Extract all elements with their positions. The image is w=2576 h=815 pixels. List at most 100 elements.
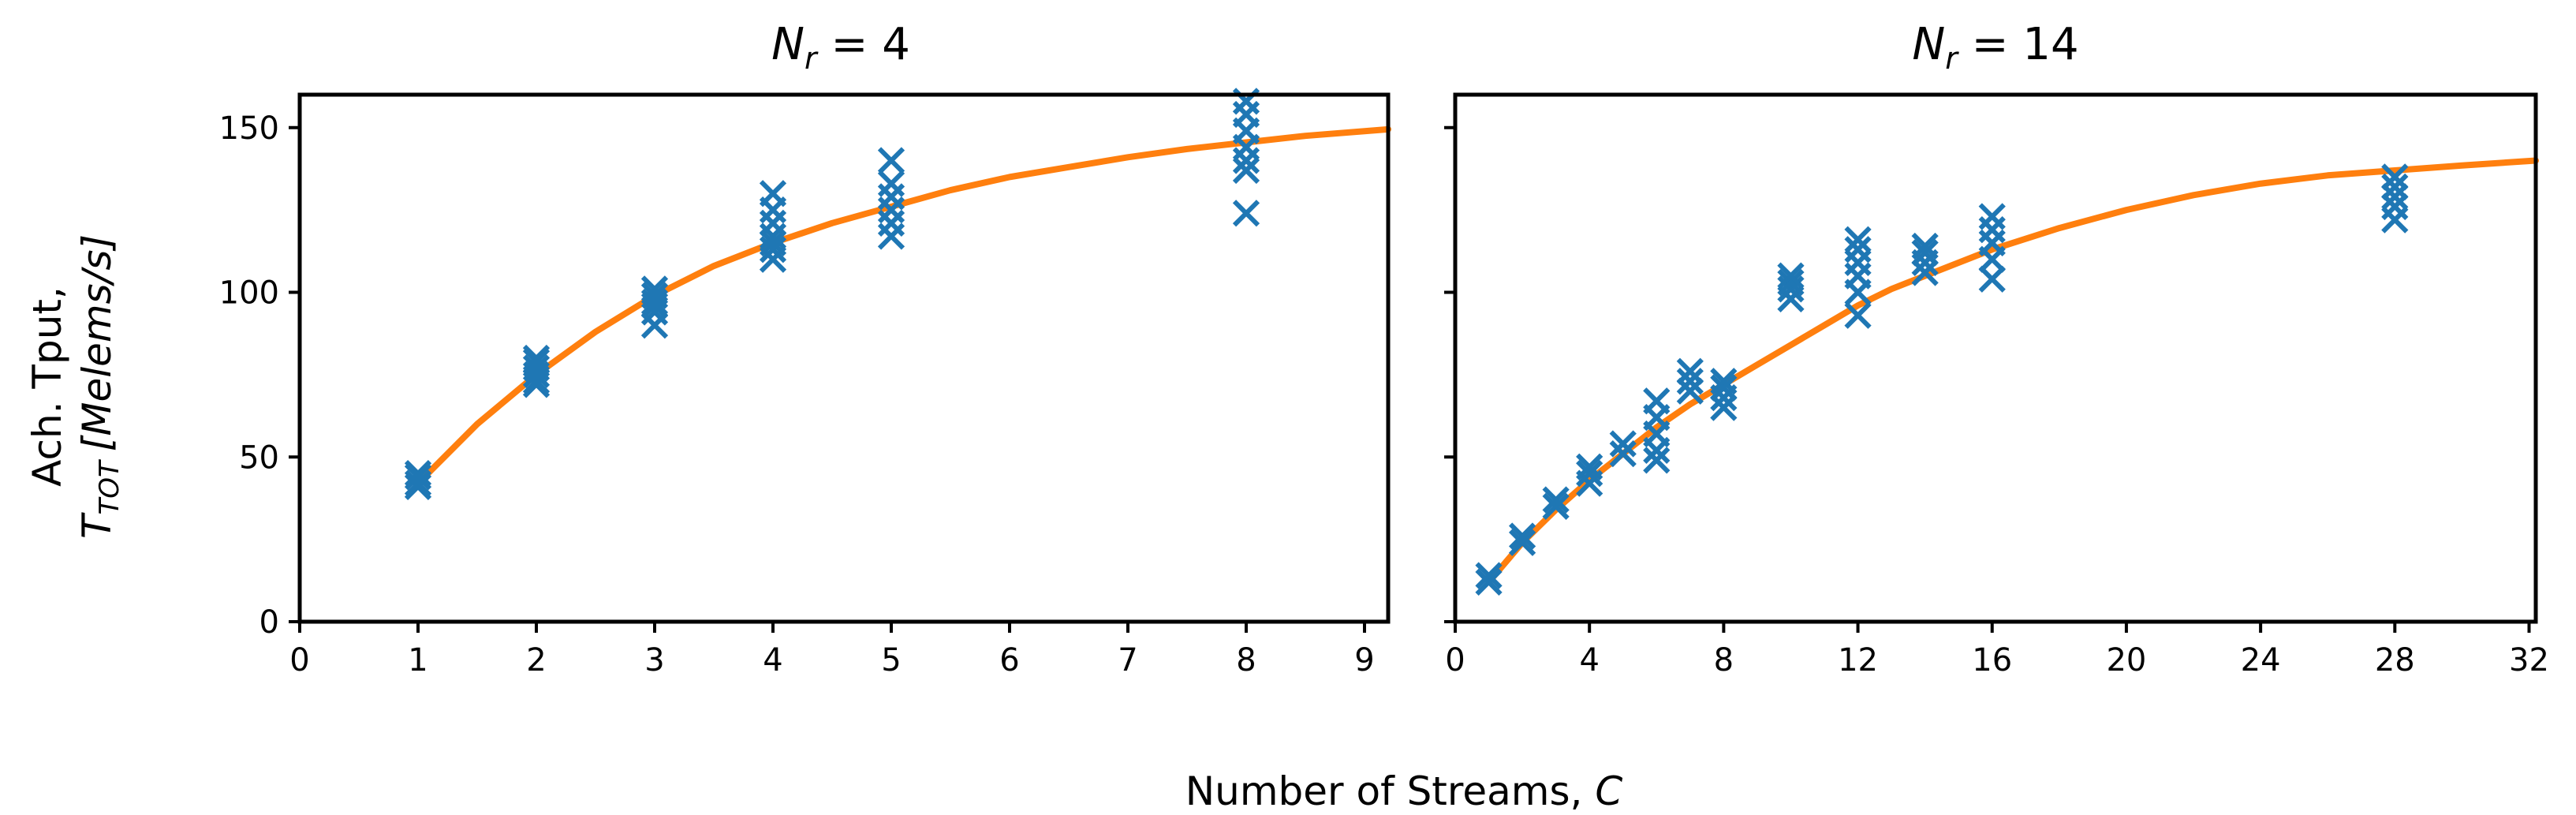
x-tick-label: 8 [1714, 642, 1734, 679]
x-tick-label: 8 [1236, 642, 1256, 679]
panel-title-rest: = 14 [1958, 19, 2079, 70]
panel-nr-4: Nr = 4 0 1 2 3 4 5 6 7 8 9 0 50 100 150 [219, 19, 1391, 679]
panel-title-var: N [771, 19, 805, 70]
data-point-marker [1542, 492, 1570, 520]
y-axis-title-unit: [Melems/s] [74, 234, 120, 451]
data-point-marker [1609, 430, 1637, 458]
panel-title-var: N [1912, 19, 1945, 70]
data-point-marker [1911, 232, 1939, 260]
x-tick-label: 5 [881, 642, 901, 679]
x-tick-label: 1 [408, 642, 427, 679]
data-point-marker [1232, 200, 1260, 227]
x-tick-label: 6 [999, 642, 1019, 679]
data-point-marker [522, 344, 551, 372]
panel-nr-14: Nr = 14 0 4 8 12 16 20 24 28 32 [1444, 19, 2549, 679]
data-point-marker [1542, 486, 1570, 514]
data-point-marker [1710, 394, 1738, 421]
x-tick-label: 28 [2375, 642, 2415, 679]
x-tick-label: 24 [2241, 642, 2281, 679]
y-axis-title-line2: TTOT [Melems/s] [74, 234, 125, 539]
data-point-marker [1676, 357, 1704, 385]
data-point-marker [2381, 206, 2409, 234]
data-point-marker [1232, 156, 1260, 185]
data-point-marker [1844, 226, 1872, 253]
data-point-marker [1777, 268, 1805, 297]
data-point-marker [1777, 262, 1805, 290]
data-point-marker [759, 180, 787, 207]
data-point-marker [1978, 265, 2006, 293]
data-point-marker [1844, 301, 1872, 329]
x-tick-label: 2 [526, 642, 546, 679]
data-point-marker [877, 222, 905, 250]
ticks-nr-14: 0 4 8 12 16 20 24 28 32 [1444, 125, 2549, 679]
data-point-marker [1508, 522, 1536, 550]
data-point-marker [1232, 100, 1260, 129]
x-tick-label: 3 [644, 642, 664, 679]
panel-title-sub: r [805, 41, 819, 76]
data-point-marker [759, 229, 787, 256]
x-tick-label: 9 [1354, 642, 1374, 679]
data-point-marker [877, 170, 905, 197]
data-point-marker [1710, 368, 1738, 395]
panel-title-nr-14: Nr = 14 [1912, 19, 2078, 76]
plot-frame-nr-4 [297, 92, 1391, 624]
data-point-marker [1911, 259, 1939, 286]
panel-title-rest: = 4 [817, 19, 910, 70]
ticks-nr-4: 0 1 2 3 4 5 6 7 8 9 0 50 100 150 [219, 110, 1375, 679]
data-point-marker [1475, 568, 1503, 596]
x-axis-title-main: Number of Streams, [1185, 768, 1596, 814]
x-tick-label: 4 [1579, 642, 1599, 679]
panel-title-nr-4: Nr = 4 [771, 19, 910, 76]
data-point-marker [1609, 439, 1637, 468]
data-point-marker [1844, 249, 1872, 277]
y-tick-label: 0 [259, 604, 279, 641]
data-point-marker [1643, 387, 1671, 415]
data-point-marker [404, 473, 432, 500]
data-point-marker [1508, 529, 1536, 556]
y-axis-title-subscript: TOT [94, 459, 125, 515]
data-point-marker [877, 209, 905, 237]
x-tick-label: 0 [1445, 642, 1465, 679]
data-point-marker [640, 282, 669, 309]
plot-frame-nr-14 [1453, 92, 2538, 624]
data-point-marker [640, 292, 669, 320]
x-tick-label: 7 [1118, 642, 1137, 679]
data-point-marker [2381, 183, 2409, 211]
data-point-marker [1844, 236, 1872, 264]
x-tick-label: 4 [763, 642, 782, 679]
x-axis-title-var: C [1595, 768, 1622, 814]
x-tick-label: 16 [1972, 642, 2012, 679]
y-axis-title: Ach. Tput, TTOT [Melems/s] [24, 234, 125, 539]
y-tick-label: 50 [239, 439, 279, 476]
x-tick-label: 32 [2509, 642, 2549, 679]
data-point-marker [1710, 374, 1738, 402]
markers-nr-14 [1475, 163, 2409, 596]
data-point-marker [877, 147, 905, 174]
data-point-marker [1643, 447, 1671, 474]
x-tick-label: 12 [1838, 642, 1878, 679]
y-tick-label: 100 [219, 275, 279, 312]
data-point-marker [1676, 368, 1704, 395]
y-axis-title-line1: Ach. Tput, [24, 286, 70, 487]
data-point-marker [1844, 262, 1872, 290]
data-point-marker [1576, 453, 1603, 480]
panel-title-sub: r [1945, 41, 1959, 76]
data-point-marker [2381, 163, 2409, 191]
data-point-marker [522, 368, 551, 395]
data-point-marker [2381, 173, 2409, 201]
x-tick-label: 0 [289, 642, 309, 679]
markers-nr-4 [404, 88, 1260, 500]
data-point-marker [1475, 562, 1503, 589]
data-point-marker [1978, 203, 2006, 230]
x-tick-label: 20 [2106, 642, 2146, 679]
fit-curve-group-nr-4 [415, 125, 1391, 487]
data-point-marker [1676, 377, 1704, 405]
data-point-marker [2381, 193, 2409, 221]
data-point-marker [1576, 460, 1603, 488]
fit-curve [1485, 157, 2539, 585]
y-axis-title-symbol: T [74, 512, 120, 539]
data-point-marker [1911, 239, 1939, 267]
fit-curve [415, 125, 1391, 487]
fit-curve-group-nr-14 [1485, 157, 2539, 585]
